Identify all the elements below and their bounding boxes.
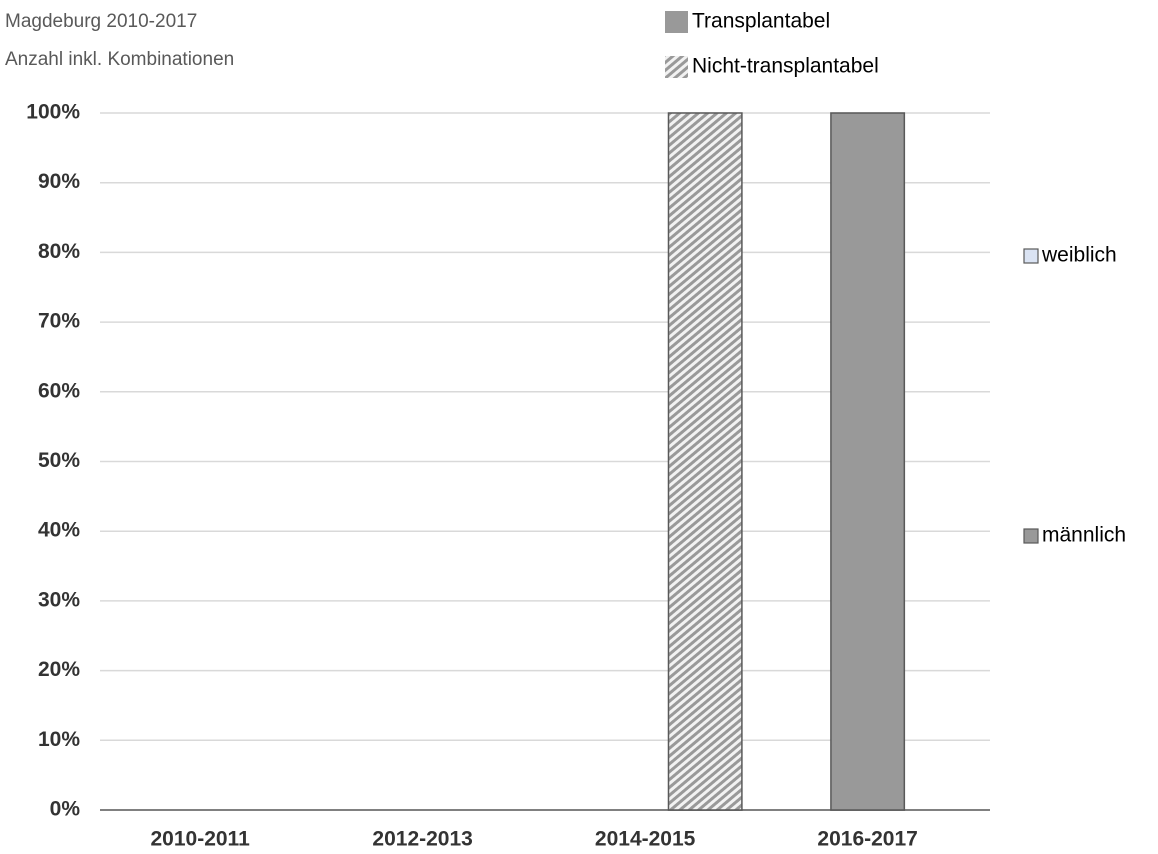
legend-swatch <box>665 11 688 33</box>
x-tick-label: 2014-2015 <box>595 828 696 851</box>
y-tick-label: 80% <box>38 240 80 263</box>
x-tick-label: 2016-2017 <box>817 828 917 851</box>
y-tick-label: 50% <box>38 449 80 472</box>
y-tick-label: 10% <box>38 728 80 751</box>
legend-swatch <box>1023 528 1039 544</box>
y-tick-label: 40% <box>38 519 80 542</box>
legend-swatch <box>665 56 688 78</box>
bar-segment <box>667 112 743 811</box>
x-tick-label: 2010-2011 <box>150 828 250 851</box>
bar-segment <box>830 112 906 811</box>
y-tick-label: 100% <box>26 101 80 124</box>
y-tick-label: 90% <box>38 170 80 193</box>
legend-label: Nicht-transplantabel <box>692 55 879 78</box>
legend-label: Transplantabel <box>692 10 830 33</box>
legend-label: männlich <box>1042 524 1126 547</box>
y-tick-label: 60% <box>38 379 80 402</box>
y-tick-label: 0% <box>50 798 81 821</box>
y-tick-label: 20% <box>38 658 80 681</box>
legend-swatch <box>1023 248 1039 264</box>
chart-subtitle: Anzahl inkl. Kombinationen <box>5 49 234 70</box>
y-tick-label: 70% <box>38 310 80 333</box>
legend-label: weiblich <box>1041 244 1117 267</box>
y-tick-label: 30% <box>38 588 80 611</box>
x-tick-label: 2012-2013 <box>372 828 472 851</box>
chart-title: Magdeburg 2010-2017 <box>5 11 197 32</box>
